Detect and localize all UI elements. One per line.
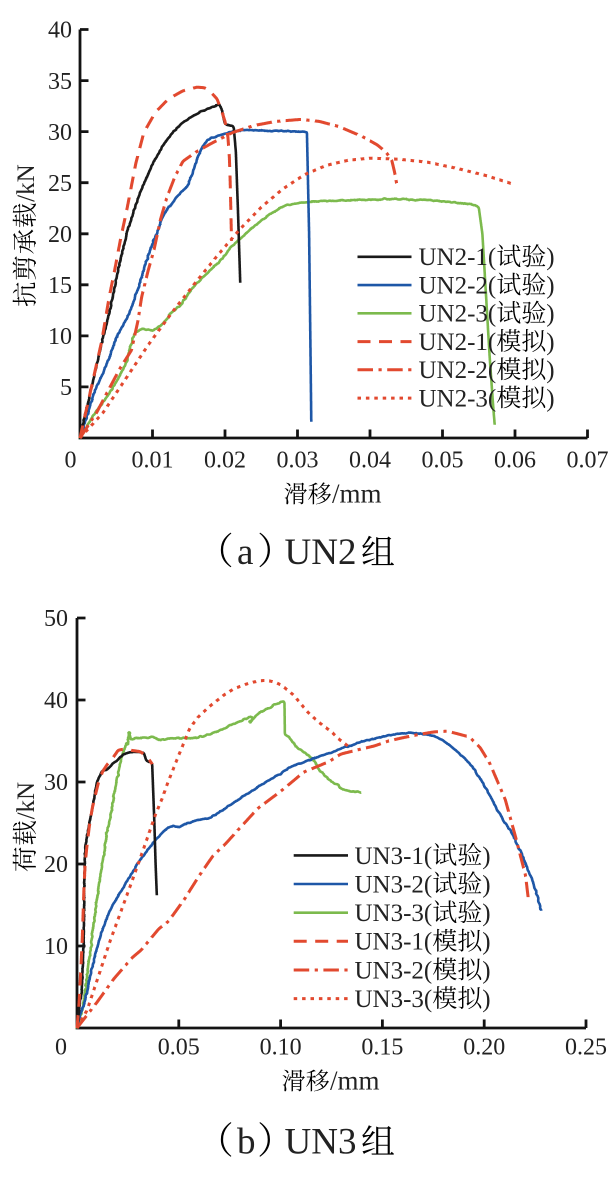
svg-text:0: 0 (55, 1035, 67, 1061)
svg-text:): ) (546, 301, 554, 328)
svg-text:10: 10 (48, 324, 72, 350)
svg-text:): ) (546, 272, 554, 299)
svg-text:/kN: /kN (13, 782, 40, 820)
svg-text:): ) (546, 329, 554, 356)
svg-text:UN3-1(: UN3-1( (355, 929, 433, 956)
svg-text:UN2-1(: UN2-1( (419, 329, 497, 356)
svg-text:UN3-3(: UN3-3( (355, 986, 433, 1013)
svg-text:/mm: /mm (330, 1066, 380, 1096)
svg-text:0.20: 0.20 (463, 1035, 505, 1061)
svg-text:UN3: UN3 (285, 1122, 357, 1163)
svg-text:UN3-2(: UN3-2( (355, 957, 433, 984)
svg-text:0.04: 0.04 (349, 448, 391, 474)
svg-text:UN2-2(: UN2-2( (419, 357, 497, 384)
svg-text:0.25: 0.25 (565, 1035, 607, 1061)
svg-text:): ) (482, 871, 490, 898)
svg-text:0: 0 (65, 448, 77, 474)
svg-text:): ) (546, 385, 554, 412)
svg-text:35: 35 (48, 69, 72, 95)
svg-text:0.03: 0.03 (277, 448, 319, 474)
svg-text:50: 50 (44, 606, 68, 632)
svg-text:30: 30 (48, 120, 72, 146)
svg-text:0.07: 0.07 (567, 448, 609, 474)
svg-text:): ) (546, 357, 554, 384)
svg-text:5: 5 (60, 375, 72, 401)
svg-text:30: 30 (44, 770, 68, 796)
svg-text:0.06: 0.06 (494, 448, 536, 474)
svg-text:): ) (482, 957, 490, 984)
svg-text:40: 40 (48, 18, 72, 44)
svg-text:40: 40 (44, 688, 68, 714)
svg-text:0.01: 0.01 (132, 448, 174, 474)
svg-text:20: 20 (48, 222, 72, 248)
svg-text:UN2: UN2 (285, 532, 357, 573)
svg-text:UN2-1(: UN2-1( (419, 244, 497, 271)
svg-text:0.05: 0.05 (422, 448, 464, 474)
svg-text:): ) (546, 244, 554, 271)
svg-text:0.10: 0.10 (260, 1035, 302, 1061)
svg-text:a: a (237, 532, 253, 573)
svg-text:/kN: /kN (13, 164, 40, 202)
svg-text:0.05: 0.05 (158, 1035, 200, 1061)
svg-text:10: 10 (44, 934, 68, 960)
svg-text:UN2-2(: UN2-2( (419, 272, 497, 299)
svg-text:UN3-3(: UN3-3( (355, 900, 433, 927)
svg-text:15: 15 (48, 273, 72, 299)
svg-text:20: 20 (44, 852, 68, 878)
svg-text:0.15: 0.15 (361, 1035, 403, 1061)
svg-text:): ) (482, 986, 490, 1013)
svg-text:b: b (237, 1122, 256, 1163)
svg-text:): ) (482, 929, 490, 956)
svg-text:): ) (482, 900, 490, 927)
svg-text:/mm: /mm (332, 479, 382, 509)
svg-text:UN3-2(: UN3-2( (355, 871, 433, 898)
svg-text:UN2-3(: UN2-3( (419, 301, 497, 328)
svg-text:): ) (482, 843, 490, 870)
svg-text:UN2-3(: UN2-3( (419, 385, 497, 412)
svg-text:0.02: 0.02 (204, 448, 246, 474)
svg-text:25: 25 (48, 171, 72, 197)
svg-text:UN3-1(: UN3-1( (355, 843, 433, 870)
